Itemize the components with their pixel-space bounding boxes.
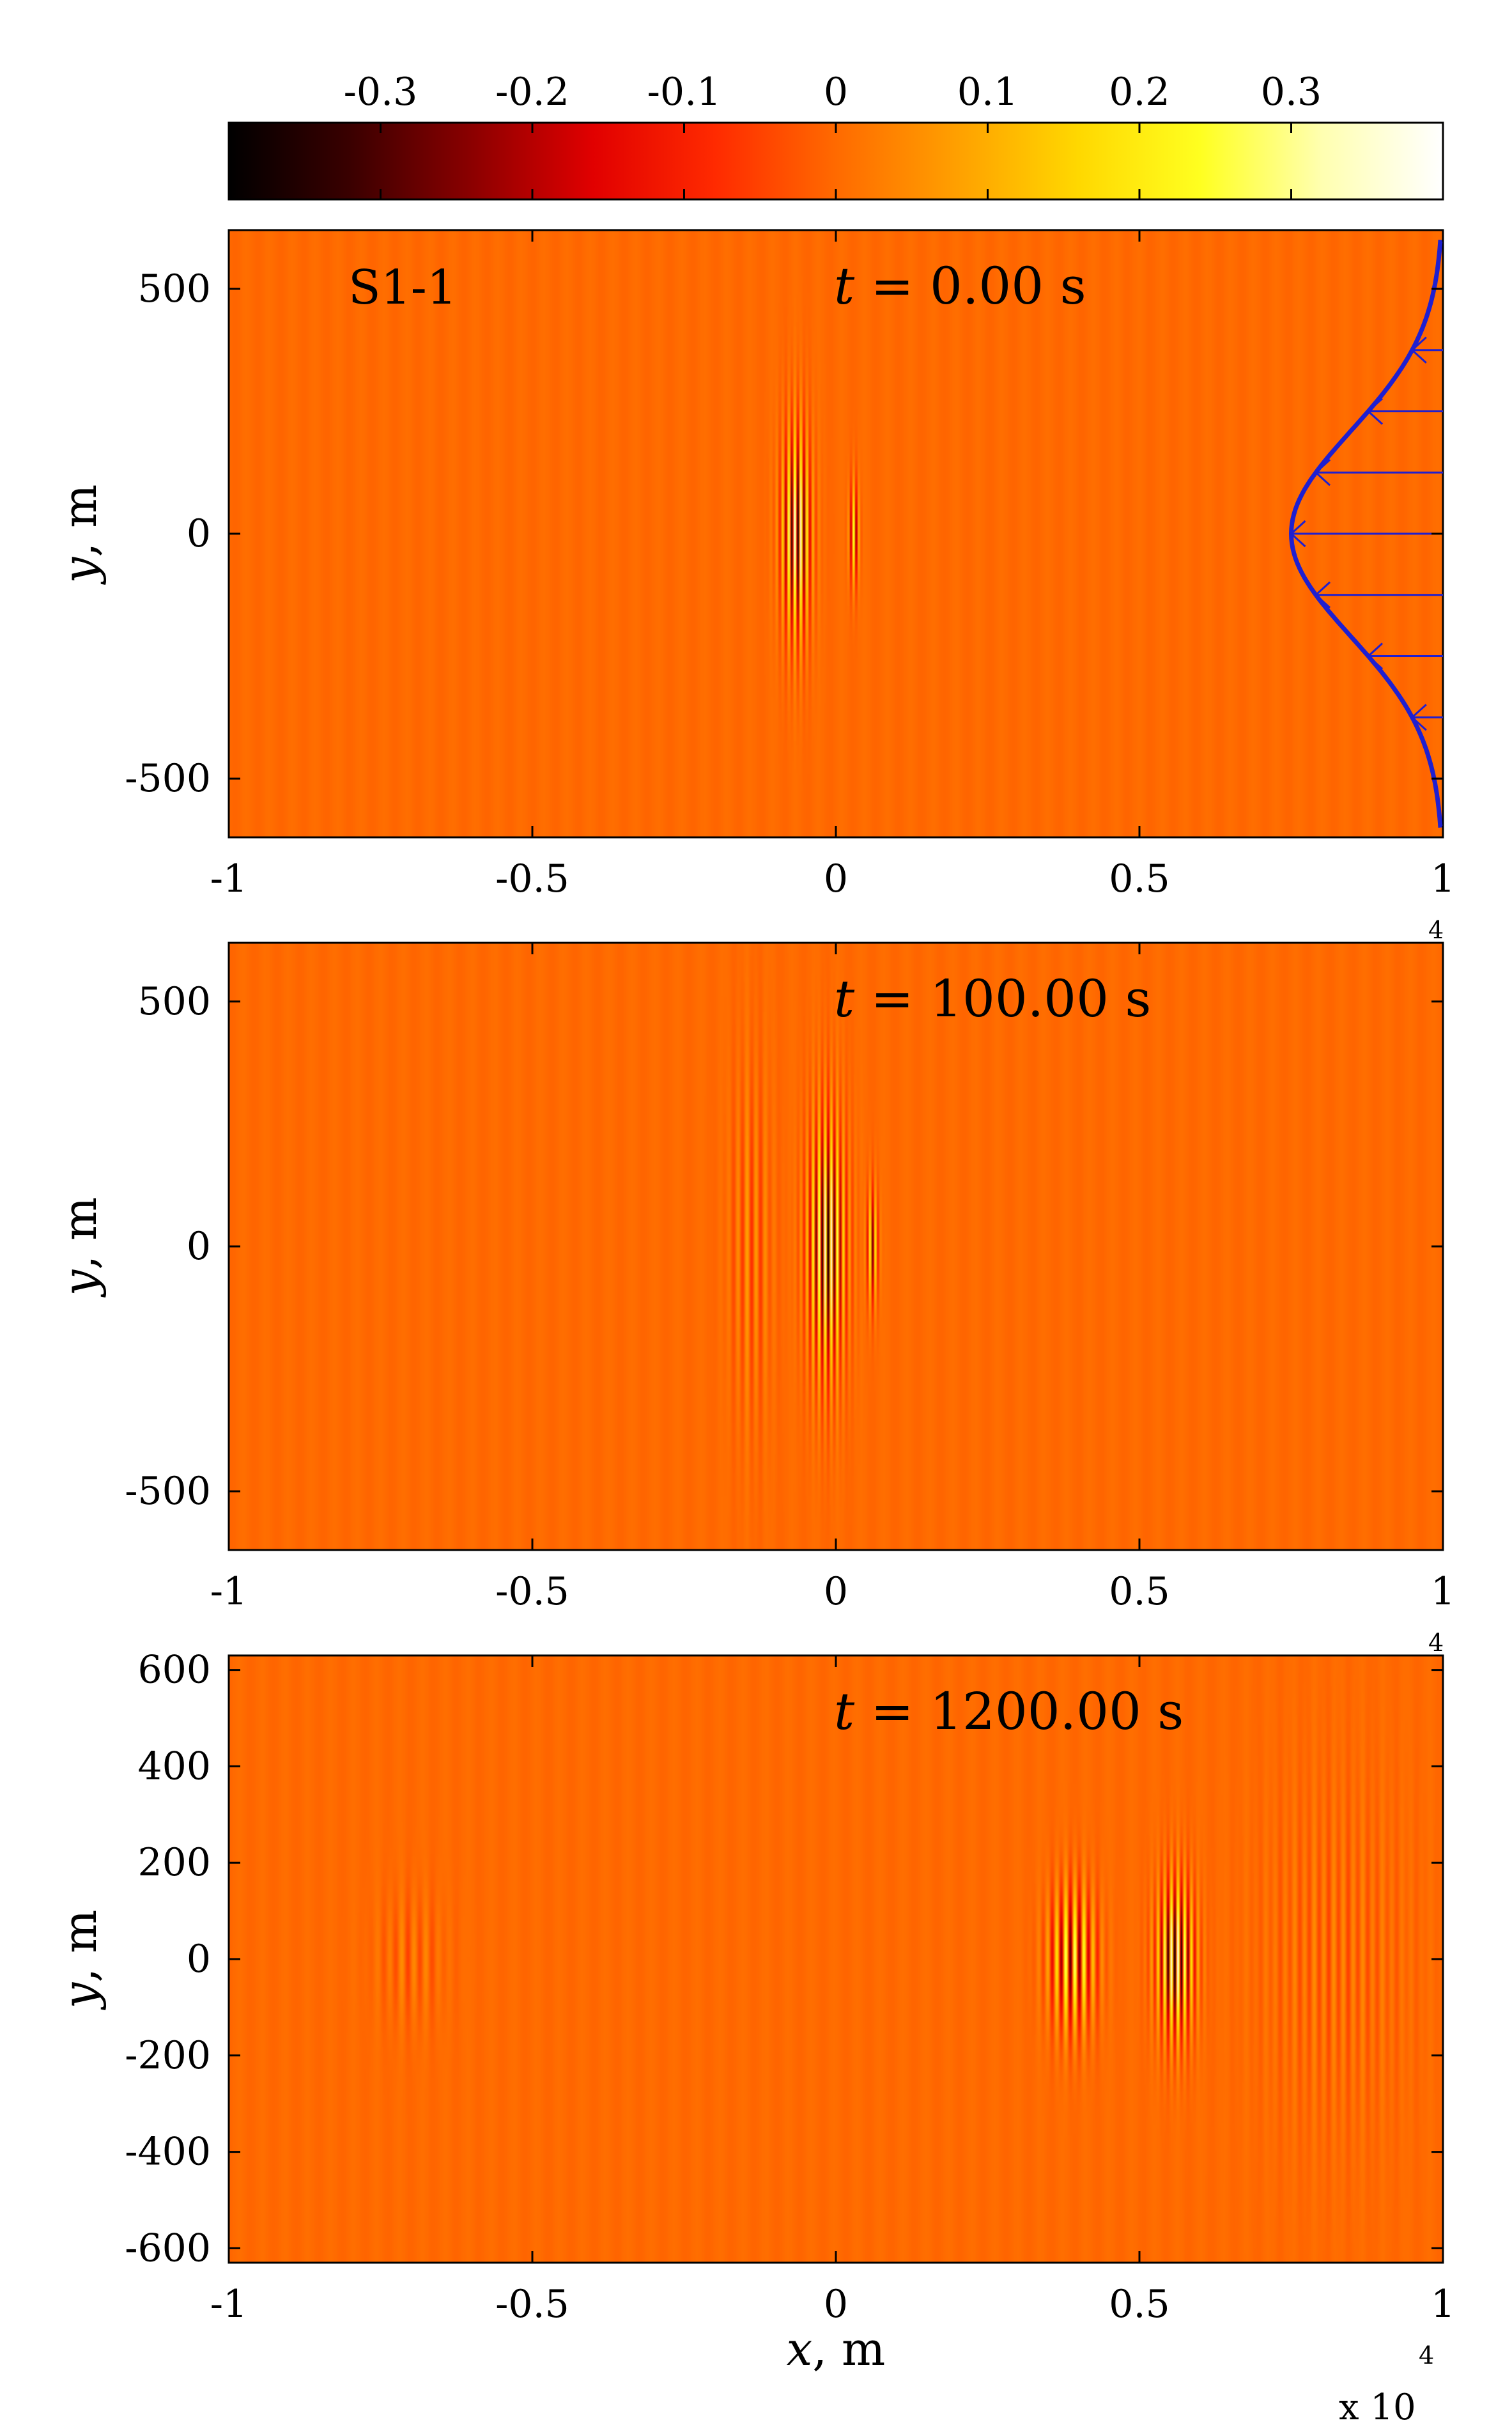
axis-ticks-t0: -1 -0.5 0 0.5 1 500 0 -500 [125, 230, 1455, 901]
x-tick-label: -0.5 [495, 1569, 569, 1614]
heatmap-t1200 [229, 1655, 1443, 2263]
y-tick-label: -500 [125, 1469, 211, 1514]
colorbar-gradient [228, 121, 1444, 201]
velocity-arrowhead [1410, 704, 1427, 731]
y-tick-label: 600 [137, 1648, 211, 1693]
x-exponent-t0: 4 [1428, 916, 1444, 944]
panel-title-t100: t = 100.00 s [834, 969, 1151, 1028]
panel-tag: S1-1 [348, 260, 457, 315]
y-tick-label: 200 [137, 1840, 211, 1885]
x-tick-label: 0 [824, 1569, 848, 1614]
axis-ticks-t1200: -1 -0.5 0 0.5 1 600 400 200 0 -200 -400 -600 [125, 1648, 1455, 2327]
panel-title-t0: t = 0.00 s [834, 256, 1086, 316]
y-tick-label: 0 [187, 1224, 211, 1269]
panel-t0: -1 -0.5 0 0.5 1 500 0 -500 S1-1 t = 0.00 s y, m… [53, 229, 1455, 944]
colorbar-tick-label: 0 [824, 70, 848, 114]
velocity-arrowhead [1366, 642, 1384, 670]
heatmap-t100 [229, 943, 1443, 1550]
velocity-arrowhead [1410, 336, 1427, 364]
y-tick-label: -400 [125, 2130, 211, 2174]
x-tick-label: -1 [210, 857, 247, 901]
x-tick-label: -0.5 [495, 857, 569, 901]
x-tick-label: -1 [210, 1569, 247, 1614]
x-tick-label: 0 [824, 857, 848, 901]
y-tick-label: -600 [125, 2226, 211, 2270]
velocity-arrowhead [1290, 520, 1306, 548]
x-exponent-t100: 4 [1428, 1629, 1444, 1657]
colorbar-tick-label: 0.2 [1109, 70, 1169, 114]
x-tick-label: -1 [210, 2282, 247, 2327]
axis-ticks-t100: -1 -0.5 0 0.5 1 500 0 -500 [125, 943, 1455, 1614]
x-tick-label: 0.5 [1109, 2282, 1169, 2327]
y-axis-label-t0: y, m [53, 484, 107, 585]
x-multiplier: x 10 [1339, 2387, 1416, 2428]
colorbar-ticks: -0.3 -0.2 -0.1 0 0.1 0.2 0.3 [344, 70, 1322, 199]
velocity-arrowhead [1314, 581, 1331, 608]
x-exponent-t1200: 4 [1419, 2341, 1434, 2369]
y-axis-label-t100: y, m [53, 1197, 107, 1298]
colorbar-tick-label: -0.1 [647, 70, 721, 114]
y-tick-label: 500 [137, 267, 211, 311]
y-axis-label-t1200: y, m [53, 1910, 107, 2011]
velocity-arrowhead [1366, 398, 1384, 425]
heatmap-t0 [229, 230, 1443, 837]
y-tick-label: 0 [187, 1937, 211, 1981]
x-tick-label: 1 [1431, 2282, 1455, 2327]
panel-title-t1200: t = 1200.00 s [834, 1682, 1184, 1741]
panel-t1200: -1 -0.5 0 0.5 1 600 400 200 0 -200 -400 -600 t = 12… [53, 1648, 1455, 2428]
x-tick-label: 0.5 [1109, 857, 1169, 901]
y-tick-label: 500 [137, 979, 211, 1024]
colorbar-tick-label: 0.3 [1261, 70, 1322, 114]
x-tick-label: 0.5 [1109, 1569, 1169, 1614]
x-tick-label: 1 [1431, 857, 1455, 901]
velocity-arrowhead [1314, 459, 1331, 486]
x-tick-label: 0 [824, 2282, 848, 2327]
y-tick-label: 0 [187, 511, 211, 556]
y-tick-label: -500 [125, 756, 211, 801]
y-tick-label: -200 [125, 2033, 211, 2078]
colorbar: -0.3 -0.2 -0.1 0 0.1 0.2 0.3 [228, 70, 1444, 201]
x-tick-label: -0.5 [495, 2282, 569, 2327]
panel-t100: -1 -0.5 0 0.5 1 500 0 -500 t = 100.00 s y, m 4 [53, 942, 1455, 1657]
colorbar-tick-label: -0.3 [344, 70, 418, 114]
x-axis-label: x, m [787, 2322, 886, 2376]
x-tick-label: 1 [1431, 1569, 1455, 1614]
colorbar-tick-label: 0.1 [957, 70, 1018, 114]
colorbar-tick-label: -0.2 [495, 70, 569, 114]
y-tick-label: 400 [137, 1744, 211, 1788]
